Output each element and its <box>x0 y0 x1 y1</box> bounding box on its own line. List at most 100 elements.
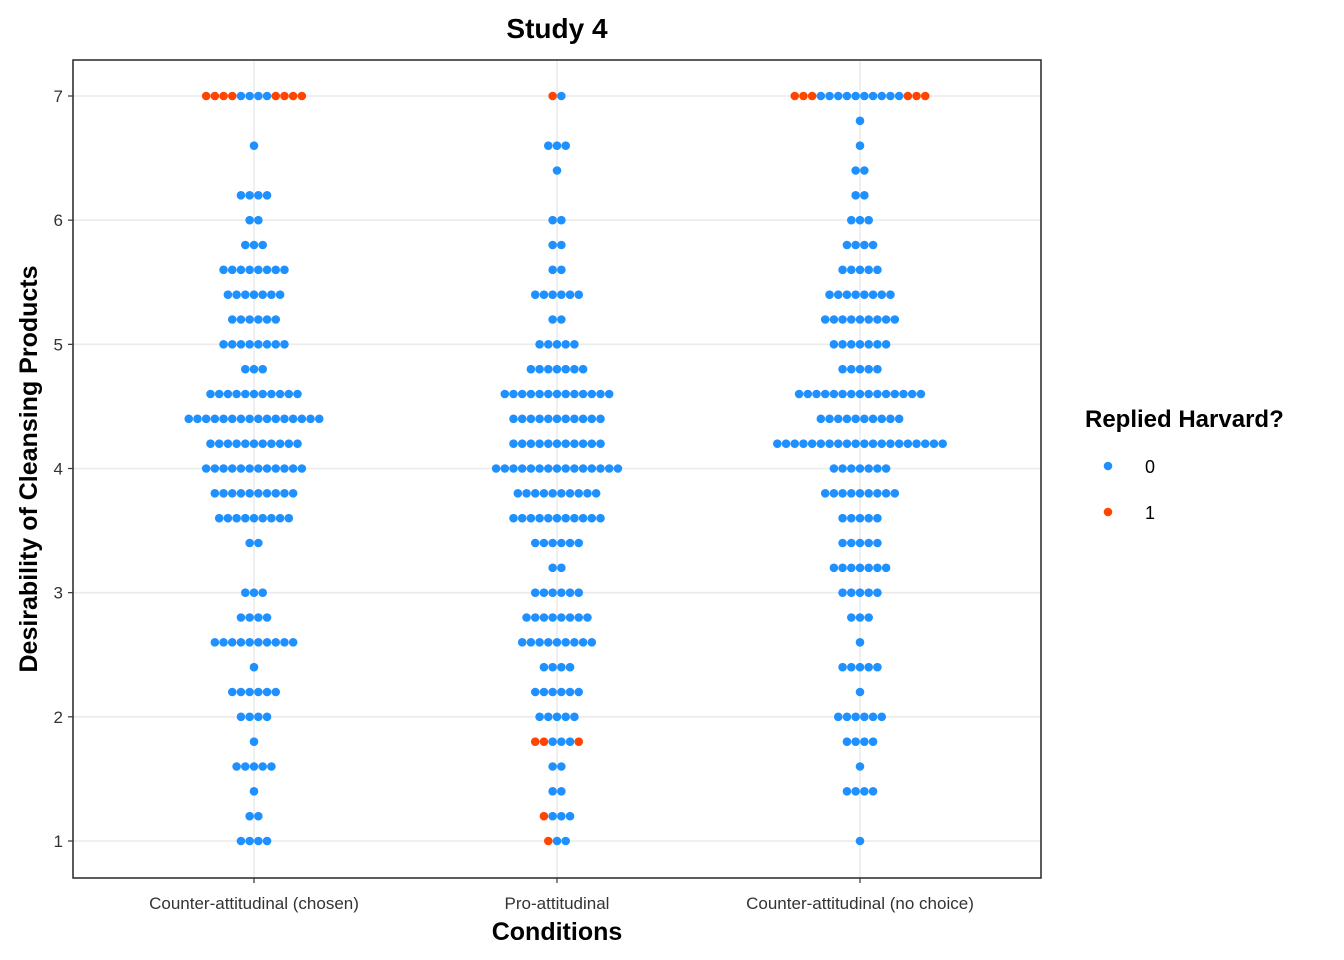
data-point-not-replied <box>860 240 869 250</box>
data-point-not-replied <box>193 414 202 424</box>
data-point-not-replied <box>288 638 298 647</box>
data-point-not-replied <box>245 464 254 473</box>
legend: Replied Harvard? 0 1 <box>1085 406 1284 523</box>
data-point-replied <box>920 91 930 101</box>
data-point-not-replied <box>868 240 878 250</box>
data-point-not-replied <box>517 414 527 424</box>
data-point-not-replied <box>570 364 579 374</box>
data-point-replied <box>574 737 584 746</box>
data-point-not-replied <box>236 91 246 101</box>
y-tick-label: 4 <box>54 460 63 479</box>
data-point-not-replied <box>561 836 570 846</box>
data-point-not-replied <box>280 265 289 275</box>
data-point-not-replied <box>864 613 873 622</box>
data-point-not-replied <box>241 513 250 523</box>
data-point-not-replied <box>297 414 307 424</box>
data-point-not-replied <box>552 836 562 846</box>
data-point-not-replied <box>847 513 856 523</box>
data-point-not-replied <box>587 439 597 448</box>
data-point-not-replied <box>829 389 839 399</box>
data-point-not-replied <box>548 737 557 746</box>
data-point-not-replied <box>829 315 839 324</box>
data-point-not-replied <box>833 290 843 299</box>
data-point-not-replied <box>526 513 536 523</box>
data-point-not-replied <box>491 464 501 473</box>
data-point-not-replied <box>855 464 865 473</box>
data-point-not-replied <box>920 439 930 448</box>
data-point-not-replied <box>578 513 588 523</box>
data-point-not-replied <box>526 638 536 647</box>
data-point-not-replied <box>587 414 597 424</box>
data-point-not-replied <box>535 513 544 523</box>
data-point-not-replied <box>578 364 588 374</box>
data-point-not-replied <box>262 489 272 498</box>
data-point-not-replied <box>613 464 623 473</box>
data-point-not-replied <box>509 464 518 473</box>
data-point-not-replied <box>873 315 882 324</box>
data-point-replied <box>297 91 307 101</box>
data-point-not-replied <box>812 389 821 399</box>
data-point-replied <box>271 91 281 101</box>
data-point-not-replied <box>838 513 847 523</box>
data-point-not-replied <box>227 414 237 424</box>
data-point-not-replied <box>833 414 843 424</box>
data-point-not-replied <box>214 513 224 523</box>
data-point-not-replied <box>544 141 553 150</box>
data-point-not-replied <box>530 613 540 622</box>
data-point-not-replied <box>249 513 259 523</box>
data-point-not-replied <box>855 613 865 622</box>
data-point-not-replied <box>227 340 237 349</box>
data-point-not-replied <box>855 389 865 399</box>
data-point-not-replied <box>535 464 544 473</box>
data-point-not-replied <box>552 141 562 150</box>
data-point-not-replied <box>271 687 281 697</box>
data-point-not-replied <box>544 638 553 647</box>
data-point-not-replied <box>565 687 575 697</box>
data-point-not-replied <box>561 340 570 349</box>
data-point-not-replied <box>214 439 224 448</box>
data-point-not-replied <box>825 439 834 448</box>
data-point-not-replied <box>249 762 259 771</box>
data-point-not-replied <box>271 464 281 473</box>
data-point-not-replied <box>210 638 220 647</box>
data-point-not-replied <box>258 389 268 399</box>
data-point-not-replied <box>557 91 566 101</box>
data-point-not-replied <box>245 91 254 101</box>
data-point-not-replied <box>829 340 839 349</box>
data-point-not-replied <box>258 762 268 771</box>
data-point-not-replied <box>236 613 246 622</box>
data-point-not-replied <box>561 141 570 150</box>
data-point-not-replied <box>829 464 839 473</box>
data-point-not-replied <box>249 662 259 672</box>
data-point-not-replied <box>838 364 847 374</box>
data-point-not-replied <box>833 712 843 722</box>
data-point-not-replied <box>873 265 882 275</box>
data-point-replied <box>530 737 540 746</box>
data-point-not-replied <box>206 439 215 448</box>
data-point-not-replied <box>539 687 549 697</box>
data-point-replied <box>799 91 808 101</box>
data-point-not-replied <box>548 215 557 225</box>
data-point-not-replied <box>526 364 536 374</box>
data-point-not-replied <box>544 389 553 399</box>
data-point-not-replied <box>574 687 584 697</box>
data-point-not-replied <box>232 513 241 523</box>
data-point-not-replied <box>249 787 259 796</box>
data-point-not-replied <box>916 389 926 399</box>
data-point-not-replied <box>838 662 847 672</box>
data-point-not-replied <box>838 265 847 275</box>
data-point-not-replied <box>596 513 605 523</box>
data-point-not-replied <box>245 215 254 225</box>
data-point-not-replied <box>842 91 852 101</box>
data-point-not-replied <box>578 464 588 473</box>
data-point-not-replied <box>842 439 852 448</box>
data-point-not-replied <box>851 787 860 796</box>
data-point-not-replied <box>565 613 575 622</box>
data-point-not-replied <box>851 712 860 722</box>
data-point-not-replied <box>544 414 553 424</box>
data-point-not-replied <box>587 464 597 473</box>
data-point-not-replied <box>855 141 865 150</box>
data-point-not-replied <box>855 588 865 597</box>
x-axis-title: Conditions <box>492 918 623 946</box>
data-point-not-replied <box>526 389 536 399</box>
